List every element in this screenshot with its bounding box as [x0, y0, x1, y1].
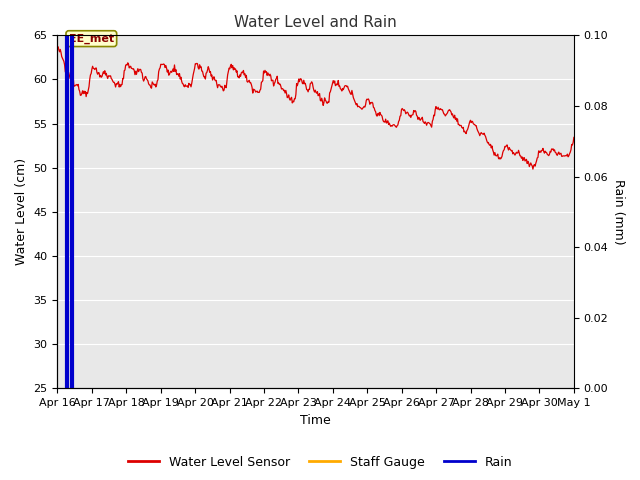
- Title: Water Level and Rain: Water Level and Rain: [234, 15, 397, 30]
- Y-axis label: Rain (mm): Rain (mm): [612, 179, 625, 245]
- X-axis label: Time: Time: [300, 414, 331, 427]
- Legend: Water Level Sensor, Staff Gauge, Rain: Water Level Sensor, Staff Gauge, Rain: [123, 451, 517, 474]
- Text: EE_met: EE_met: [68, 34, 114, 44]
- Y-axis label: Water Level (cm): Water Level (cm): [15, 158, 28, 265]
